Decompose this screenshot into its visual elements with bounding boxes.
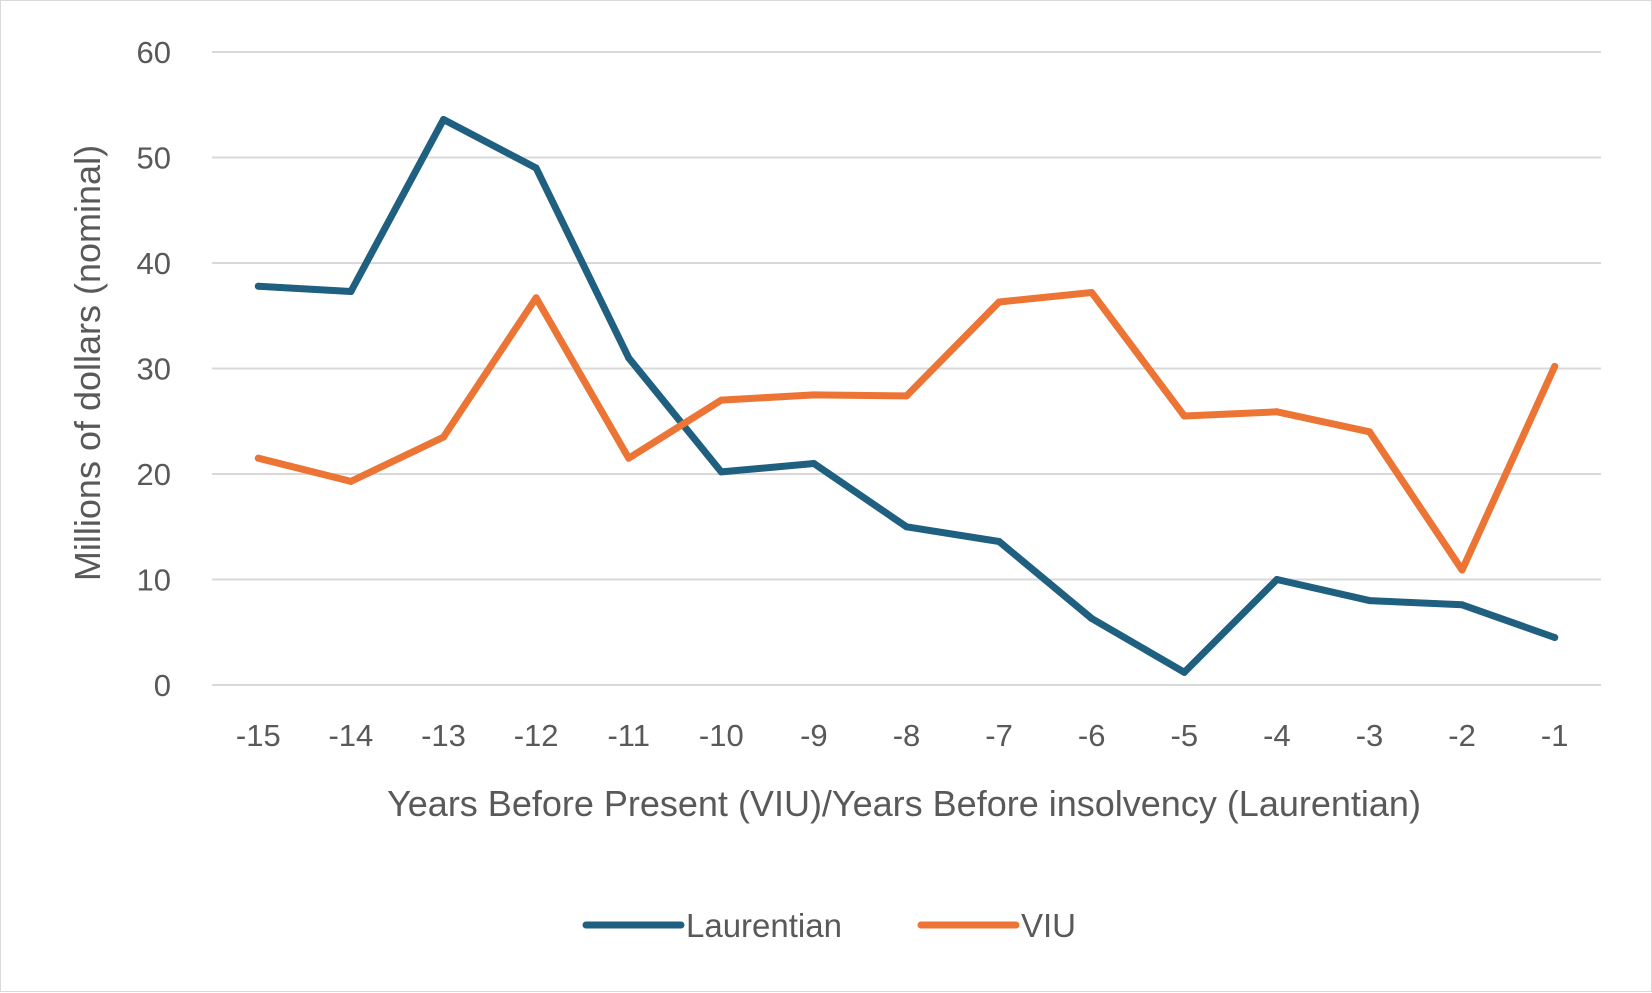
- x-tick-label: -1: [1541, 718, 1569, 753]
- x-tick-label: -15: [236, 718, 281, 753]
- x-tick-label: -14: [328, 718, 373, 753]
- data-point-viu: [1088, 289, 1096, 297]
- y-axis-ticks: 0 10 20 30 40 50 60: [137, 35, 171, 703]
- legend-label-viu: VIU: [1021, 907, 1076, 944]
- data-point-viu: [903, 392, 910, 400]
- x-tick-label: -10: [699, 718, 744, 753]
- legend: Laurentian VIU: [582, 907, 1076, 944]
- data-point-viu: [1180, 412, 1188, 420]
- x-tick-label: -6: [1078, 718, 1106, 753]
- data-point-laurentian: [1273, 576, 1281, 583]
- data-point-laurentian: [717, 468, 725, 476]
- data-point-laurentian: [532, 164, 540, 172]
- data-point-viu: [440, 433, 447, 441]
- data-point-viu: [532, 294, 540, 302]
- data-point-viu: [625, 454, 633, 462]
- data-point-viu: [995, 298, 1003, 306]
- x-axis-title: Years Before Present (VIU)/Years Before …: [387, 783, 1421, 824]
- data-point-viu: [1366, 428, 1373, 436]
- x-tick-label: -13: [421, 718, 466, 753]
- x-tick-label: -5: [1171, 718, 1199, 753]
- data-point-laurentian: [903, 523, 910, 531]
- data-point-viu: [1273, 408, 1281, 416]
- x-axis-ticks: -15 -14 -13 -12 -11 -10 -9 -8 -7 -6 -5 -4 -3 -2 -1: [236, 718, 1569, 753]
- legend-label-laurentian: Laurentian: [686, 907, 842, 944]
- data-point-laurentian: [1458, 601, 1466, 609]
- data-point-laurentian: [995, 538, 1003, 546]
- series-lines: [254, 116, 1559, 676]
- x-tick-label: -3: [1356, 718, 1384, 753]
- data-point-viu: [1458, 566, 1466, 574]
- data-point-viu: [1551, 362, 1559, 370]
- y-tick-label: 60: [137, 35, 171, 70]
- data-point-viu: [254, 454, 262, 462]
- gridlines: [212, 51, 1601, 686]
- y-tick-label: 10: [137, 563, 171, 598]
- x-tick-label: -4: [1263, 718, 1291, 753]
- data-point-laurentian: [440, 116, 447, 124]
- data-point-laurentian: [625, 354, 633, 362]
- data-point-viu: [717, 396, 725, 404]
- data-point-laurentian: [1088, 615, 1096, 623]
- data-point-laurentian: [1551, 634, 1559, 642]
- data-point-laurentian: [254, 282, 262, 290]
- x-tick-label: -11: [607, 718, 650, 753]
- y-tick-label: 20: [137, 457, 171, 492]
- y-tick-label: 0: [154, 668, 171, 703]
- data-point-laurentian: [810, 459, 818, 467]
- y-tick-label: 50: [137, 141, 171, 176]
- data-point-laurentian: [1180, 668, 1188, 676]
- data-point-laurentian: [347, 287, 355, 295]
- x-tick-label: -2: [1448, 718, 1476, 753]
- data-point-viu: [347, 477, 355, 485]
- x-tick-label: -7: [985, 718, 1013, 753]
- y-tick-label: 30: [137, 352, 171, 387]
- data-point-laurentian: [1366, 597, 1373, 605]
- y-tick-label: 40: [137, 246, 171, 281]
- x-tick-label: -12: [514, 718, 559, 753]
- data-point-viu: [810, 391, 818, 399]
- y-axis-title: Millions of dollars (nominal): [67, 145, 108, 581]
- x-tick-label: -9: [800, 718, 828, 753]
- x-tick-label: -8: [893, 718, 921, 753]
